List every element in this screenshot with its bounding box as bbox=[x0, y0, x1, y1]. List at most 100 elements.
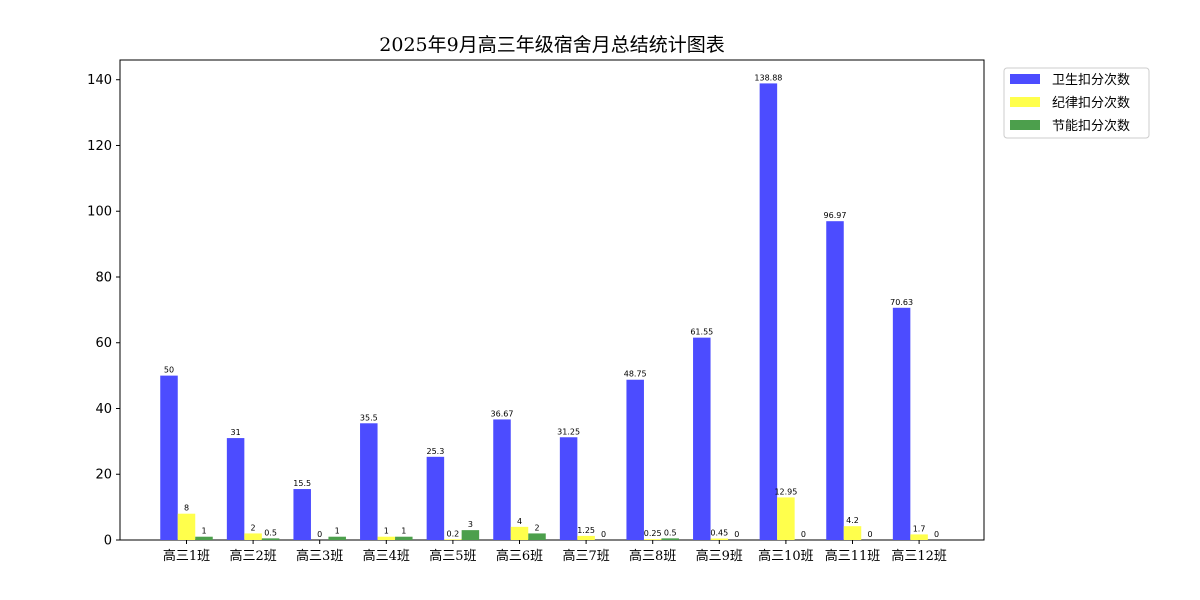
bar-value-label: 0 bbox=[801, 530, 806, 539]
bar-value-label: 48.75 bbox=[624, 370, 647, 379]
legend-label: 节能扣分次数 bbox=[1052, 118, 1130, 134]
bar bbox=[693, 337, 711, 540]
y-tick-label: 100 bbox=[87, 205, 112, 220]
bar-value-label: 0.5 bbox=[264, 528, 277, 537]
bars: 50 8 1 31 2 0.5 15.5 0 1 35.5 1 1 25.3 0.2 3 36.67 4 2 31.… bbox=[160, 73, 939, 541]
y-tick-label: 140 bbox=[87, 73, 112, 88]
bar bbox=[643, 539, 662, 540]
bar bbox=[195, 536, 213, 540]
bar-value-label: 25.3 bbox=[426, 447, 444, 456]
y-tick-label: 20 bbox=[95, 468, 112, 483]
bar bbox=[328, 536, 346, 540]
legend-label: 卫生扣分次数 bbox=[1052, 72, 1130, 88]
bar-value-label: 2 bbox=[534, 523, 539, 532]
bar bbox=[843, 526, 862, 540]
bar-value-label: 15.5 bbox=[293, 479, 311, 488]
bar-value-label: 4 bbox=[517, 517, 522, 526]
bar-value-label: 70.63 bbox=[890, 298, 913, 307]
bar-value-label: 12.95 bbox=[774, 487, 797, 496]
bar bbox=[426, 456, 445, 540]
bar-value-label: 61.55 bbox=[690, 328, 713, 337]
bar bbox=[360, 423, 378, 540]
y-axis: 0 20 40 60 80 100 120 140 bbox=[87, 73, 120, 549]
bar bbox=[444, 539, 462, 540]
bar bbox=[626, 379, 644, 540]
bar bbox=[910, 534, 928, 540]
y-tick-label: 40 bbox=[95, 402, 112, 417]
bar bbox=[177, 513, 196, 540]
bar-value-label: 0 bbox=[317, 530, 322, 539]
bar bbox=[261, 538, 280, 540]
bar-value-label: 1 bbox=[384, 527, 389, 536]
bar bbox=[661, 538, 679, 540]
bar bbox=[160, 375, 178, 540]
bar bbox=[226, 438, 245, 540]
bar bbox=[892, 307, 911, 540]
bar-value-label: 3 bbox=[468, 520, 473, 529]
bar-value-label: 138.88 bbox=[754, 73, 782, 82]
x-category-label: 高三11班 bbox=[825, 548, 881, 564]
legend-box bbox=[1003, 67, 1150, 139]
bar-value-label: 8 bbox=[184, 504, 189, 513]
y-tick-label: 120 bbox=[87, 139, 112, 154]
bar-value-label: 1 bbox=[401, 527, 406, 536]
bar bbox=[395, 536, 413, 540]
x-axis: 高三1班 高三2班 高三3班 高三4班 高三5班 高三6班 高三7班 高三8班 高三9班 高三10… bbox=[163, 540, 947, 564]
x-category-label: 高三10班 bbox=[758, 548, 814, 564]
bar bbox=[559, 437, 578, 540]
bar bbox=[777, 497, 795, 540]
bar-value-label: 0.2 bbox=[447, 529, 460, 538]
x-category-label: 高三5班 bbox=[429, 548, 476, 564]
bar bbox=[710, 538, 729, 540]
bar-value-label: 0.45 bbox=[710, 529, 728, 538]
bar bbox=[493, 419, 511, 540]
bar-value-label: 0 bbox=[734, 530, 739, 539]
bar-value-label: 2 bbox=[251, 523, 256, 532]
bar bbox=[377, 536, 396, 540]
bar-value-label: 0 bbox=[867, 530, 872, 539]
bar-value-label: 0.5 bbox=[664, 528, 677, 537]
x-category-label: 高三7班 bbox=[562, 548, 609, 564]
bar-value-label: 0 bbox=[601, 530, 606, 539]
bar-value-label: 1 bbox=[201, 527, 206, 536]
bar bbox=[461, 530, 480, 540]
x-category-label: 高三4班 bbox=[363, 548, 410, 564]
bar bbox=[759, 83, 778, 541]
x-category-label: 高三12班 bbox=[891, 548, 947, 564]
bar bbox=[293, 489, 311, 540]
legend-label: 纪律扣分次数 bbox=[1052, 95, 1130, 111]
plot-area bbox=[119, 59, 985, 541]
bar-value-label: 0.25 bbox=[644, 529, 662, 538]
x-category-label: 高三1班 bbox=[163, 548, 210, 564]
bar bbox=[244, 533, 262, 540]
bar-value-label: 1 bbox=[335, 527, 340, 536]
x-category-label: 高三9班 bbox=[696, 548, 743, 564]
bar-value-label: 50 bbox=[164, 366, 174, 375]
bar-value-label: 4.2 bbox=[846, 516, 859, 525]
chart-title: 2025年9月高三年级宿舍月总结统计图表 bbox=[379, 34, 724, 56]
y-tick-label: 60 bbox=[95, 336, 112, 351]
bar-value-label: 31 bbox=[231, 428, 241, 437]
bar-value-label: 36.67 bbox=[491, 409, 514, 418]
bar bbox=[826, 221, 844, 540]
bar bbox=[528, 533, 546, 540]
x-category-label: 高三3班 bbox=[296, 548, 343, 564]
bar-value-label: 31.25 bbox=[557, 427, 580, 436]
bar bbox=[510, 526, 529, 540]
y-tick-label: 80 bbox=[95, 270, 112, 285]
legend-swatch bbox=[1010, 74, 1040, 84]
bar-value-label: 1.7 bbox=[913, 524, 926, 533]
bar-value-label: 0 bbox=[934, 530, 939, 539]
x-category-label: 高三2班 bbox=[229, 548, 276, 564]
y-tick-label: 0 bbox=[104, 534, 112, 549]
bar-value-label: 96.97 bbox=[824, 211, 847, 220]
legend-swatch bbox=[1010, 97, 1040, 107]
bar-value-label: 35.5 bbox=[360, 413, 378, 422]
bar-value-label: 1.25 bbox=[577, 526, 595, 535]
bar bbox=[577, 535, 595, 540]
legend-swatch bbox=[1010, 120, 1040, 130]
x-category-label: 高三8班 bbox=[629, 548, 676, 564]
x-category-label: 高三6班 bbox=[496, 548, 543, 564]
